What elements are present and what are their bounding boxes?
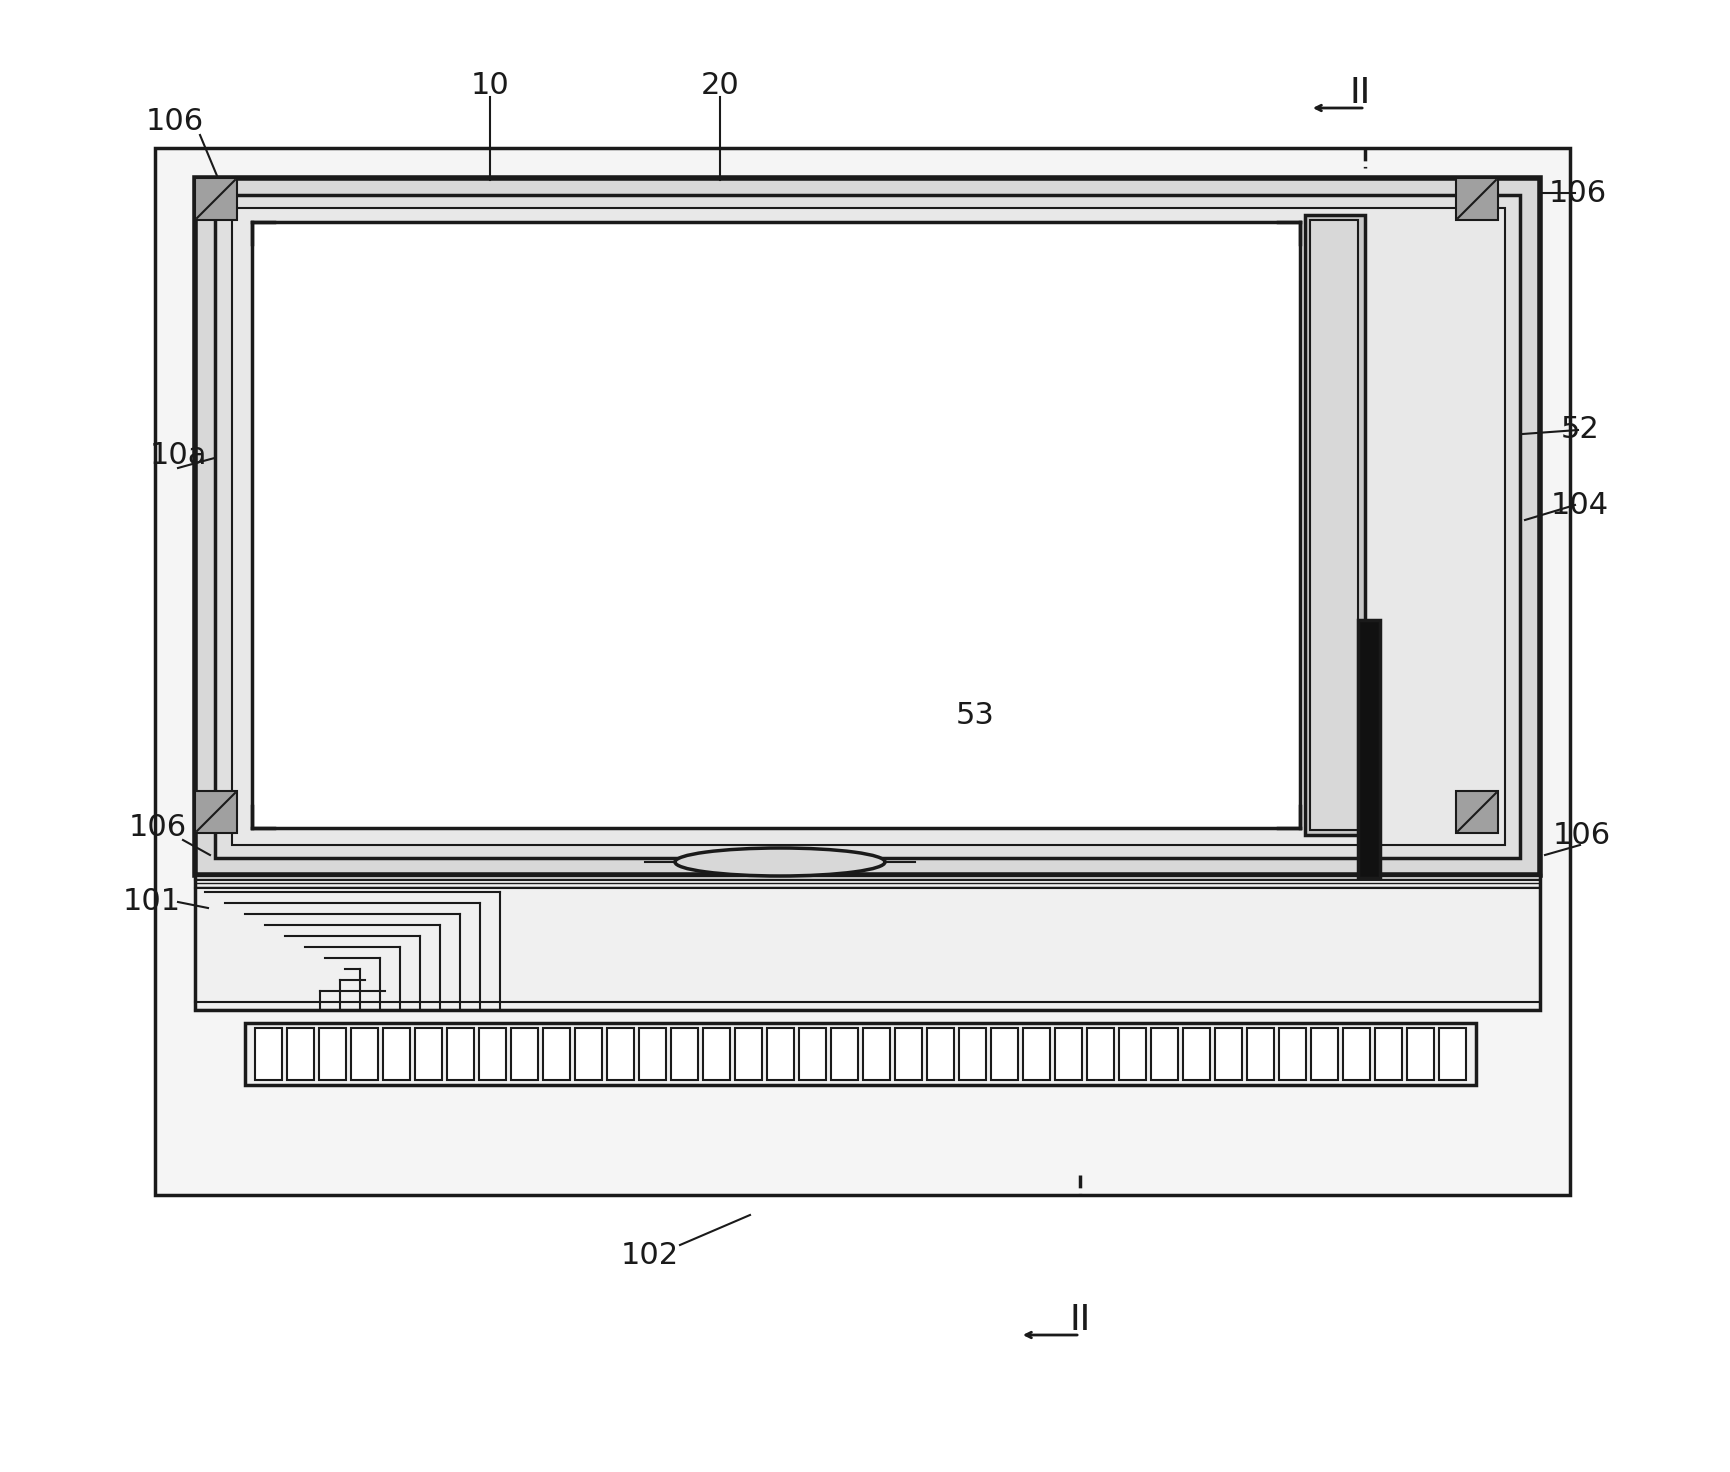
Text: 106: 106 <box>1548 178 1605 208</box>
Text: 53: 53 <box>955 702 993 730</box>
Bar <box>318 1027 346 1080</box>
Bar <box>287 1027 313 1080</box>
Bar <box>1182 1027 1209 1080</box>
Bar <box>246 1023 1476 1085</box>
Bar <box>894 1027 922 1080</box>
Bar <box>1278 1027 1304 1080</box>
Bar <box>1118 1027 1145 1080</box>
Text: II: II <box>1349 77 1370 110</box>
Text: II: II <box>1069 1303 1090 1337</box>
Text: 10a: 10a <box>149 440 206 470</box>
Bar <box>830 1027 858 1080</box>
Bar <box>702 1027 730 1080</box>
Bar <box>863 1027 889 1080</box>
Bar <box>1358 620 1379 877</box>
Text: 106: 106 <box>1552 820 1611 849</box>
Bar <box>1150 1027 1178 1080</box>
Bar <box>1022 1027 1050 1080</box>
Bar <box>799 1027 825 1080</box>
Bar <box>415 1027 441 1080</box>
Bar <box>735 1027 761 1080</box>
Bar <box>215 194 1519 858</box>
Bar <box>351 1027 377 1080</box>
Text: 106: 106 <box>145 107 204 137</box>
Bar <box>1310 1027 1337 1080</box>
Text: 106: 106 <box>128 814 187 842</box>
Bar <box>479 1027 505 1080</box>
Bar <box>927 1027 953 1080</box>
Bar <box>1054 1027 1081 1080</box>
Bar <box>446 1027 474 1080</box>
Bar <box>195 178 1540 874</box>
Bar <box>607 1027 633 1080</box>
Bar <box>958 1027 986 1080</box>
Bar <box>543 1027 569 1080</box>
Bar <box>195 178 237 219</box>
Text: 52: 52 <box>1560 415 1599 445</box>
Bar <box>382 1027 410 1080</box>
Bar <box>253 222 1299 827</box>
Text: 104: 104 <box>1550 490 1609 520</box>
Bar <box>1342 1027 1368 1080</box>
Bar <box>156 149 1569 1195</box>
Bar <box>1438 1027 1465 1080</box>
Text: 101: 101 <box>123 888 182 917</box>
Ellipse shape <box>675 848 884 876</box>
Bar <box>510 1027 538 1080</box>
Bar <box>1455 178 1496 219</box>
Bar <box>671 1027 697 1080</box>
Bar <box>254 1027 282 1080</box>
Bar <box>1304 215 1365 835</box>
Text: 102: 102 <box>621 1241 678 1269</box>
Bar <box>1374 1027 1401 1080</box>
Text: 20: 20 <box>701 71 739 100</box>
Bar <box>232 208 1503 845</box>
Bar <box>1086 1027 1114 1080</box>
Bar <box>1214 1027 1242 1080</box>
Text: 10: 10 <box>471 71 509 100</box>
Bar <box>991 1027 1017 1080</box>
Bar <box>1455 790 1496 833</box>
Bar <box>638 1027 666 1080</box>
Bar <box>766 1027 794 1080</box>
Bar <box>1246 1027 1273 1080</box>
Bar <box>195 790 237 833</box>
Bar <box>195 874 1540 1010</box>
Bar <box>574 1027 602 1080</box>
Bar <box>1310 219 1358 830</box>
Bar <box>1406 1027 1432 1080</box>
